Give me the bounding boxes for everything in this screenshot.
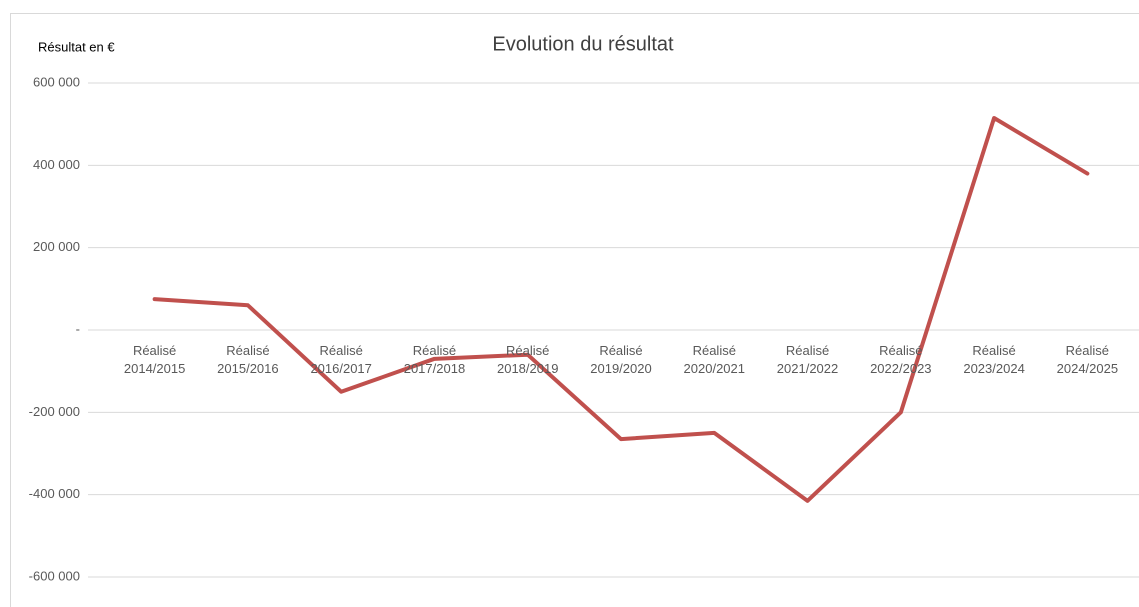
y-tick-label: 400 000 [33,157,80,172]
chart-frame [10,13,1139,607]
x-tick-label: Réalisé 2016/2017 [310,343,372,376]
y-tick-label: 200 000 [33,239,80,254]
x-tick-label: Réalisé 2015/2016 [217,343,279,376]
x-tick-label: Réalisé 2020/2021 [683,343,745,376]
y-tick-label: -400 000 [29,486,80,501]
y-tick-label: -600 000 [29,568,80,583]
x-tick-label: Réalisé 2019/2020 [590,343,652,376]
x-tick-label: Réalisé 2021/2022 [776,343,839,376]
line [152,115,1090,503]
x-tick-label: Réalisé 2022/2023 [870,343,932,376]
x-tick-label: Réalisé 2023/2024 [963,343,1025,376]
chart-title: Evolution du résultat [492,33,674,55]
x-tick-label: Réalisé 2018/2019 [496,343,559,376]
x-tick-label: Réalisé 2014/2015 [123,343,186,376]
x-tick-label: Réalisé 2024/2025 [1056,343,1119,376]
y-tick-label: - [76,321,80,336]
y-tick-label: 600 000 [33,74,80,89]
y-tick-label: -200 000 [29,404,80,419]
y-axis-title: Résultat en € [38,39,115,54]
x-tick-label: Réalisé 2017/2018 [403,343,466,376]
